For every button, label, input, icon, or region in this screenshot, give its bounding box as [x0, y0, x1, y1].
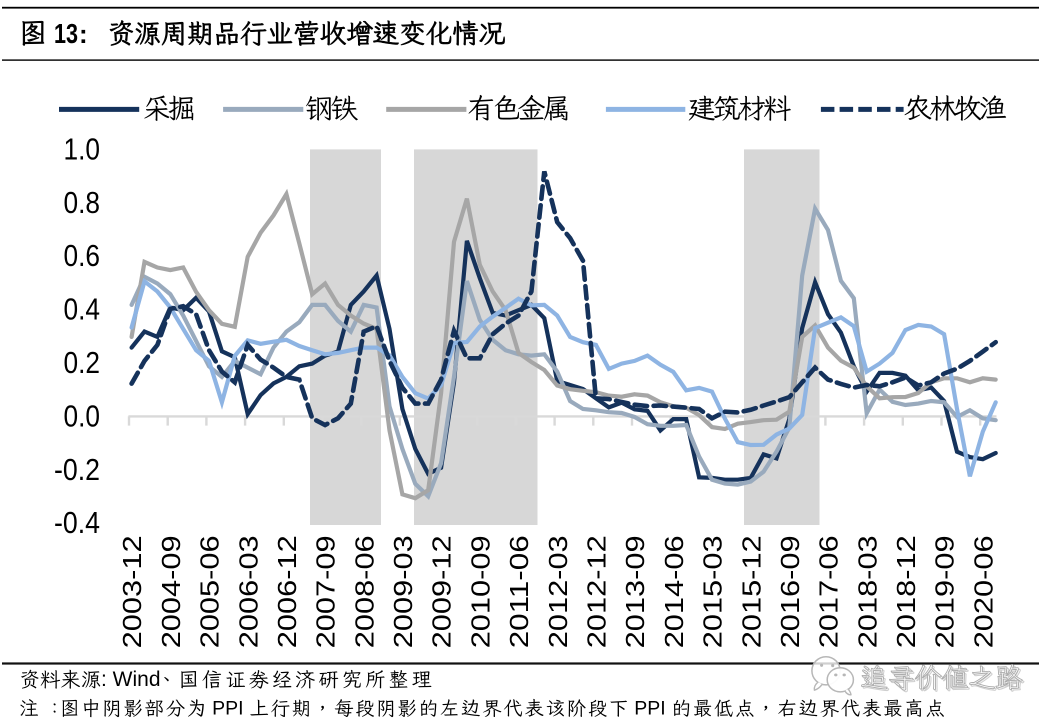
svg-text:2007-09: 2007-09 — [313, 535, 341, 648]
svg-text:PPI: PPI — [212, 698, 243, 720]
svg-text:0.6: 0.6 — [64, 239, 101, 273]
svg-text:-0.2: -0.2 — [54, 453, 100, 487]
svg-text:0.2: 0.2 — [64, 346, 101, 380]
svg-text:0.8: 0.8 — [64, 186, 101, 220]
svg-text:2017-06: 2017-06 — [816, 535, 844, 648]
svg-text:2008-06: 2008-06 — [351, 535, 379, 648]
svg-text:2011-06: 2011-06 — [506, 535, 534, 648]
svg-text:2009-12: 2009-12 — [429, 535, 457, 648]
svg-text:PPI: PPI — [634, 698, 665, 720]
svg-text:2003-12: 2003-12 — [119, 535, 147, 648]
svg-text:0.4: 0.4 — [64, 293, 101, 327]
svg-text:-0.4: -0.4 — [54, 506, 100, 540]
svg-text:: Wind: : Wind — [101, 668, 161, 691]
svg-text:2016-09: 2016-09 — [777, 535, 805, 648]
svg-text:2018-03: 2018-03 — [854, 535, 882, 648]
svg-text::: : — [79, 19, 88, 49]
svg-text:0.0: 0.0 — [64, 399, 101, 433]
svg-text:2009-03: 2009-03 — [390, 535, 418, 648]
svg-text:2006-03: 2006-03 — [235, 535, 263, 648]
svg-text:2015-12: 2015-12 — [738, 535, 766, 648]
svg-text:2010-09: 2010-09 — [467, 535, 495, 648]
svg-text:2020-06: 2020-06 — [970, 535, 998, 648]
svg-text:2013-09: 2013-09 — [622, 535, 650, 648]
svg-text:2006-12: 2006-12 — [274, 535, 302, 648]
svg-text:1.0: 1.0 — [64, 132, 101, 166]
svg-text:2014-06: 2014-06 — [661, 535, 689, 648]
svg-text:2018-12: 2018-12 — [893, 535, 921, 648]
svg-text:2019-09: 2019-09 — [932, 535, 960, 648]
svg-text:13: 13 — [54, 18, 78, 49]
svg-text:2004-09: 2004-09 — [158, 535, 186, 648]
svg-text:2012-12: 2012-12 — [584, 535, 612, 648]
svg-text:2012-03: 2012-03 — [545, 535, 573, 648]
svg-text:2015-03: 2015-03 — [700, 535, 728, 648]
svg-text:2005-06: 2005-06 — [197, 535, 225, 648]
